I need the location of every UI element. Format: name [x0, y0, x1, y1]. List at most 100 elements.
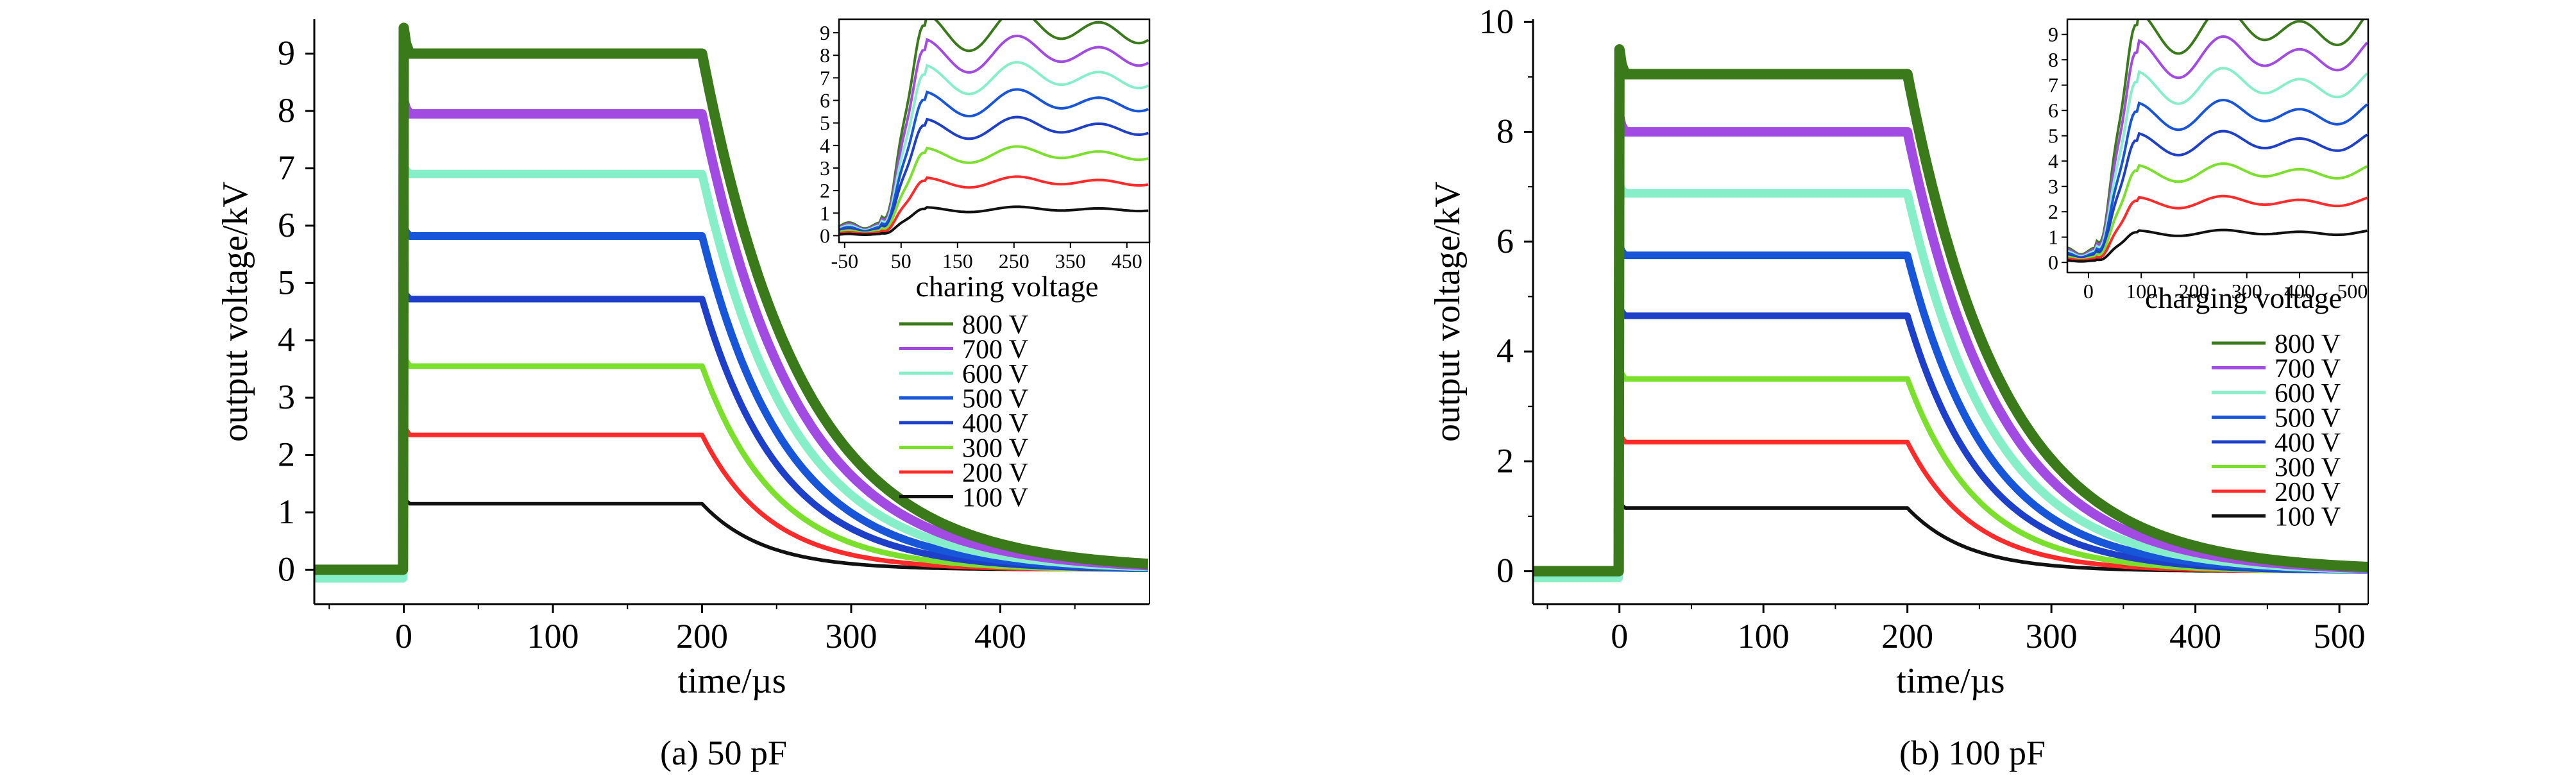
x-axis-label: time/µs: [677, 661, 786, 701]
legend-label: 800 V: [962, 310, 1028, 340]
inset-x-tick-label: 150: [942, 249, 973, 273]
legend-label: 500 V: [2275, 404, 2341, 434]
inset-trace-200v: [2067, 194, 2368, 262]
y-tick-label: 4: [278, 321, 295, 359]
inset-x-axis-label: charing voltage: [916, 270, 1099, 303]
trace-800v: [1533, 44, 2368, 577]
inset-y-tick-label: 0: [2048, 251, 2058, 274]
inset-x-tick-label: 400: [2284, 280, 2315, 303]
inset-trace-600v: [2067, 67, 2368, 258]
inset-x-tick-label: 100: [2126, 280, 2157, 303]
inset-trace-800v: [2067, 19, 2365, 256]
inset-y-tick-label: 8: [820, 44, 830, 67]
inset-y-tick-label: 7: [2048, 74, 2058, 97]
x-tick-label: 500: [2314, 617, 2366, 655]
legend-label: 300 V: [2275, 453, 2341, 483]
inset-trace-700v: [2067, 35, 2368, 257]
inset-trace-300v: [839, 145, 1149, 234]
y-tick-label: 10: [1479, 2, 1514, 40]
inset-y-tick-label: 1: [820, 201, 830, 224]
inset-x-tick-label: 350: [1055, 249, 1086, 273]
inset-x-tick-label: 500: [2337, 280, 2368, 303]
inset-frame: [2066, 18, 2369, 274]
inset-x-tick-label: 200: [2178, 280, 2209, 303]
traces: [1533, 44, 2368, 582]
y-tick-label: 4: [1496, 332, 1514, 370]
inset-trace-100v: [839, 205, 1149, 236]
x-tick-label: 300: [826, 617, 877, 655]
y-tick-label: 1: [278, 493, 295, 531]
inset-x-tick-label: 450: [1112, 249, 1142, 273]
inset-y-tick-label: 6: [820, 89, 830, 112]
inset-y-tick-label: 2: [820, 179, 830, 202]
x-tick-label: 100: [527, 617, 579, 655]
inset-trace-200v: [839, 175, 1149, 235]
inset-x-tick-label: -50: [831, 249, 858, 273]
x-tick-label: 0: [1611, 617, 1628, 655]
inset-y-tick-label: 3: [2048, 175, 2058, 198]
y-tick-label: 0: [1496, 552, 1514, 590]
legend-label: 500 V: [962, 385, 1028, 414]
y-tick-label: 6: [1496, 222, 1514, 260]
y-tick-label: 6: [278, 206, 295, 244]
inset-frame: [838, 18, 1151, 244]
y-tick-label: 2: [1496, 441, 1514, 480]
legend-label: 600 V: [2275, 379, 2341, 409]
legend-label: 600 V: [962, 360, 1028, 389]
inset-trace-100v: [2067, 228, 2368, 263]
inset-trace-300v: [2067, 162, 2368, 261]
inset-trace-400v: [839, 115, 1149, 233]
inset-y-tick-label: 5: [2048, 124, 2058, 148]
y-tick-label: 5: [278, 263, 295, 301]
legend-label: 400 V: [2275, 428, 2341, 458]
trace-800v: [314, 22, 1149, 575]
inset-x-axis-label: charging voltage: [2145, 282, 2342, 314]
legend-label: 400 V: [962, 409, 1028, 439]
legend-label: 200 V: [2275, 478, 2341, 507]
inset-y-tick-label: 9: [820, 21, 830, 44]
x-tick-label: 100: [1738, 617, 1790, 655]
inset-y-tick-label: 4: [2048, 149, 2058, 173]
legend-label: 100 V: [2275, 503, 2341, 532]
inset-y-tick-label: 8: [2048, 48, 2058, 71]
legend-label: 100 V: [962, 484, 1028, 513]
inset-y-tick-label: 2: [2048, 200, 2058, 223]
inset-traces: [839, 19, 1149, 236]
inset-trace-400v: [2067, 130, 2368, 260]
inset-y-tick-label: 4: [820, 134, 830, 157]
x-tick-label: 400: [2169, 617, 2221, 655]
inset-x-tick-label: 250: [999, 249, 1030, 273]
y-tick-label: 3: [278, 378, 295, 416]
inset-x-tick-label: 50: [891, 249, 911, 273]
x-tick-label: 200: [1881, 617, 1933, 655]
inset-y-tick-label: 3: [820, 156, 830, 180]
inset-trace-500v: [839, 88, 1149, 233]
y-tick-label: 7: [278, 148, 295, 187]
inset-trace-500v: [2067, 98, 2368, 259]
x-axis-label: time/µs: [1896, 661, 2004, 701]
inset-y-tick-label: 6: [2048, 99, 2058, 122]
y-tick-label: 8: [278, 91, 295, 130]
legend-label: 700 V: [962, 335, 1028, 365]
caption-b: (b) 100 pF: [1899, 734, 2046, 772]
y-tick-label: 8: [1496, 112, 1514, 151]
inset-x-tick-label: 300: [2232, 280, 2262, 303]
inset-y-tick-label: 7: [820, 66, 830, 89]
legend-label: 800 V: [2275, 330, 2341, 359]
legend-label: 300 V: [962, 434, 1028, 464]
y-axis-label: output voltage/kV: [216, 181, 255, 442]
x-tick-label: 200: [676, 617, 728, 655]
y-tick-label: 2: [278, 435, 295, 474]
y-axis-label: output voltage/kV: [1428, 181, 1468, 442]
x-tick-label: 400: [974, 617, 1026, 655]
inset-traces: [2067, 19, 2368, 263]
traces: [314, 22, 1149, 583]
inset-y-tick-label: 0: [820, 224, 830, 247]
legend-label: 200 V: [962, 459, 1028, 488]
y-tick-label: 9: [278, 34, 295, 72]
y-tick-label: 0: [278, 550, 295, 588]
